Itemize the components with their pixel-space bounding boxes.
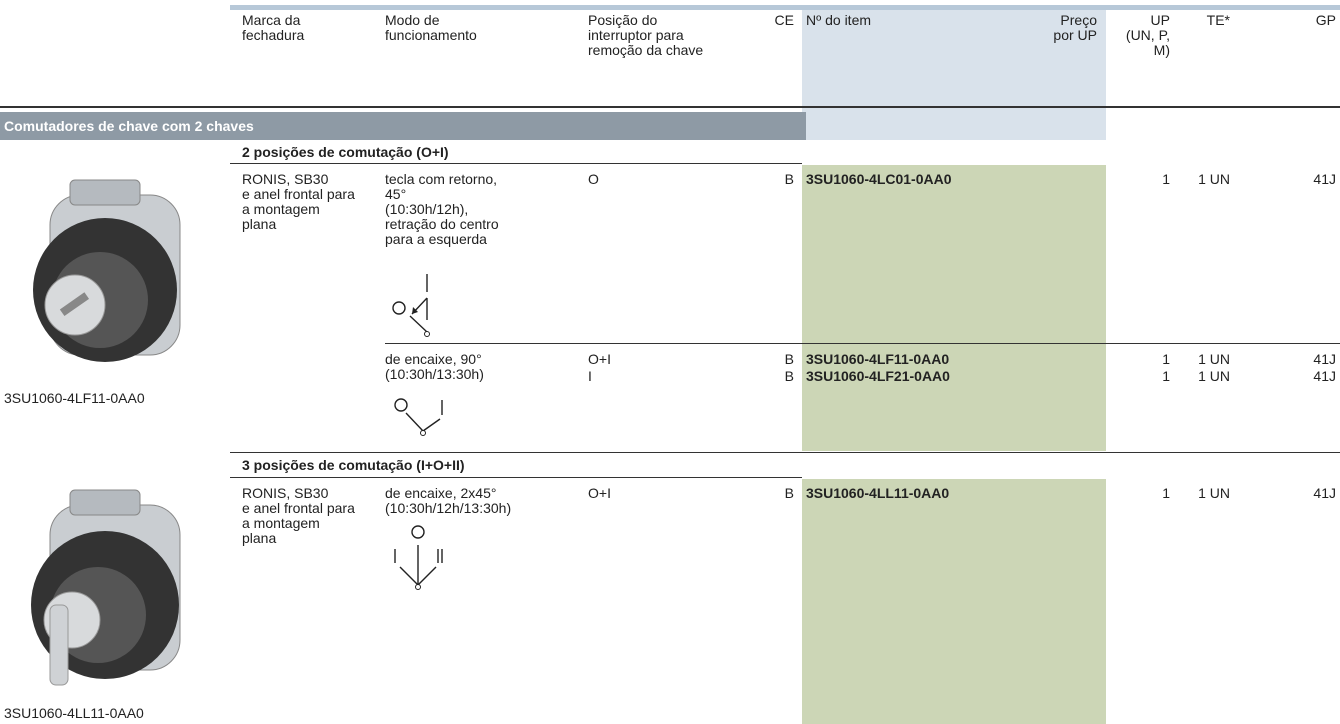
lock-type: RONIS, SB30 e anel frontal para a montag… xyxy=(242,171,355,232)
column-header: UP (UN, P, M) xyxy=(1125,12,1170,58)
rule xyxy=(230,452,1340,453)
up: 1 xyxy=(1162,368,1170,384)
operating-mode: de encaixe, 2x45° (10:30h/12h/13:30h) xyxy=(385,485,512,516)
column-header: Posição do interruptor para remoção da c… xyxy=(588,12,704,58)
column-header: TE* xyxy=(1206,12,1230,28)
te: 1 UN xyxy=(1198,171,1230,187)
section-title: Comutadores de chave com 2 chaves xyxy=(4,118,254,134)
rule xyxy=(385,343,1340,344)
column-header: CE xyxy=(774,12,794,28)
column-header: Modo de funcionamento xyxy=(385,12,477,43)
operating-mode: de encaixe, 90° (10:30h/13:30h) xyxy=(385,351,484,382)
item-header-bg xyxy=(802,10,1106,140)
rule xyxy=(230,163,802,164)
column-header: Marca da fechadura xyxy=(242,12,305,43)
ce: B xyxy=(784,171,794,187)
product-image xyxy=(33,179,181,362)
gp: 41J xyxy=(1313,351,1336,367)
item-bg xyxy=(802,165,1106,451)
position: O+I xyxy=(588,351,611,367)
item-bg xyxy=(802,479,1106,724)
item-number: 3SU1060-4LF21-0AA0 xyxy=(806,368,950,384)
item-number: 3SU1060-4LL11-0AA0 xyxy=(806,485,950,501)
gp: 41J xyxy=(1313,368,1336,384)
position: I xyxy=(588,368,592,384)
switch-symbol xyxy=(392,274,430,337)
up: 1 xyxy=(1162,485,1170,501)
ce: B xyxy=(784,485,794,501)
switch-symbol xyxy=(394,398,443,436)
product-image xyxy=(31,489,181,686)
group-title: 2 posições de comutação (O+I) xyxy=(242,144,449,160)
gp: 41J xyxy=(1313,171,1336,187)
operating-mode: tecla com retorno, 45° (10:30h/12h), ret… xyxy=(385,171,499,247)
te: 1 UN xyxy=(1198,351,1230,367)
ce: B xyxy=(784,351,794,367)
header-rule xyxy=(0,106,1340,108)
top-rule xyxy=(230,5,1340,10)
up: 1 xyxy=(1162,171,1170,187)
item-number: 3SU1060-4LF11-0AA0 xyxy=(806,351,950,367)
group-title: 3 posições de comutação (I+O+II) xyxy=(242,457,465,473)
image-caption: 3SU1060-4LF11-0AA0 xyxy=(4,390,145,406)
gp: 41J xyxy=(1313,485,1336,501)
column-header: Nº do item xyxy=(806,12,872,28)
lock-type: RONIS, SB30 e anel frontal para a montag… xyxy=(242,485,355,546)
position: O xyxy=(588,171,599,187)
ce: B xyxy=(784,368,794,384)
up: 1 xyxy=(1162,351,1170,367)
column-header: Preço por UP xyxy=(1053,12,1097,43)
section-bar xyxy=(0,112,806,140)
column-header: GP xyxy=(1315,12,1336,28)
image-caption: 3SU1060-4LL11-0AA0 xyxy=(4,705,144,721)
switch-symbol xyxy=(394,525,443,590)
item-number: 3SU1060-4LC01-0AA0 xyxy=(806,171,952,187)
te: 1 UN xyxy=(1198,368,1230,384)
te: 1 UN xyxy=(1198,485,1230,501)
rule xyxy=(230,477,802,478)
position: O+I xyxy=(588,485,611,501)
